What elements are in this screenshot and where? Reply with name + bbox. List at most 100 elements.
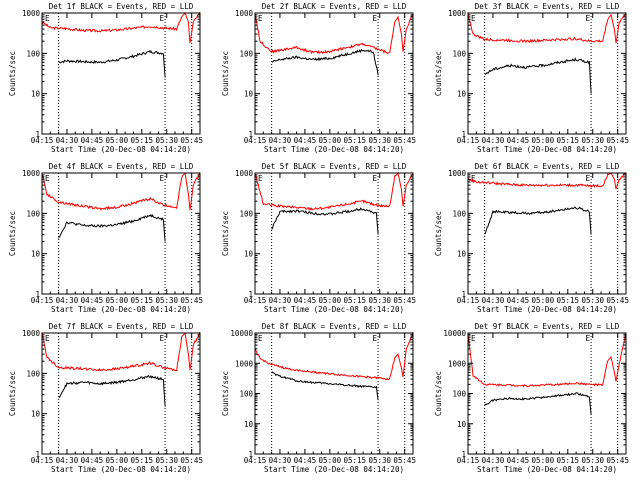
x-tick-label: 04:30 — [482, 456, 505, 465]
series-events-line — [484, 392, 592, 415]
y-tick-label: 1000 — [22, 329, 41, 338]
y-tick-label: 1000 — [22, 9, 41, 18]
marker-label-start: E — [45, 334, 50, 343]
x-tick-label: 05:45 — [606, 136, 629, 145]
marker-label-end: E — [373, 334, 378, 343]
plot-frame — [41, 12, 201, 135]
series-lld-line — [254, 331, 414, 381]
x-tick-label: 05:15 — [557, 136, 580, 145]
x-tick-label: 05:15 — [557, 456, 580, 465]
x-axis-label: Start Time (20-Dec-08 04:14:20) — [477, 305, 617, 314]
x-tick-label: 04:45 — [81, 456, 104, 465]
x-axis-label: Start Time (20-Dec-08 04:14:20) — [51, 465, 191, 474]
x-tick-label: 04:15 — [31, 456, 54, 465]
y-tick-label: 100 — [26, 369, 40, 378]
x-tick-label: 05:45 — [180, 296, 203, 305]
x-tick-label: 04:15 — [244, 296, 267, 305]
y-tick-label: 10 — [244, 250, 254, 259]
y-tick-label: 10 — [244, 90, 254, 99]
x-tick-label: 05:30 — [581, 296, 604, 305]
plot-frame — [41, 332, 201, 455]
y-tick-label: 1000 — [448, 9, 467, 18]
x-tick-label: 05:30 — [368, 456, 391, 465]
y-tick-label: 1000 — [235, 169, 254, 178]
x-tick-label: 05:45 — [180, 136, 203, 145]
x-tick-label: 05:00 — [319, 296, 342, 305]
series-lld-line — [467, 333, 627, 388]
series-events-line — [58, 374, 166, 407]
x-tick-label: 05:30 — [581, 136, 604, 145]
y-tick-label: 1 — [461, 130, 466, 139]
marker-label-end: E — [586, 14, 591, 23]
y-tick-label: 1 — [248, 130, 253, 139]
plot-frame — [254, 332, 414, 455]
panel-title: Det 6f BLACK = Events, RED = LLD — [475, 162, 620, 171]
x-tick-label: 05:15 — [131, 456, 154, 465]
panel-title: Det 5f BLACK = Events, RED = LLD — [262, 162, 407, 171]
panel-det-4: Det 4f BLACK = Events, RED = LLD E E 1 10 100… — [8, 162, 203, 314]
y-axis-label: Counts/sec — [434, 211, 443, 256]
y-tick-label: 1000 — [448, 169, 467, 178]
x-tick-label: 05:00 — [319, 456, 342, 465]
y-tick-label: 100 — [26, 49, 40, 58]
y-tick-label: 10 — [31, 250, 41, 259]
x-tick-label: 04:45 — [507, 456, 530, 465]
y-tick-label: 1 — [461, 450, 466, 459]
series-lld-line — [467, 172, 627, 190]
y-tick-label: 10000 — [443, 329, 466, 338]
x-axis-label: Start Time (20-Dec-08 04:14:20) — [477, 465, 617, 474]
x-tick-label: 05:45 — [180, 456, 203, 465]
panel-det-6: Det 6f BLACK = Events, RED = LLD E E 1 10 100… — [434, 162, 629, 314]
x-tick-label: 04:15 — [457, 296, 480, 305]
y-tick-label: 10 — [457, 90, 467, 99]
panel-det-3: Det 3f BLACK = Events, RED = LLD E E 1 10 100… — [434, 2, 629, 154]
x-tick-label: 05:00 — [319, 136, 342, 145]
x-tick-label: 05:00 — [106, 456, 129, 465]
y-tick-label: 1 — [35, 130, 40, 139]
y-tick-label: 100 — [26, 209, 40, 218]
x-axis-label: Start Time (20-Dec-08 04:14:20) — [264, 465, 404, 474]
x-tick-label: 04:30 — [269, 296, 292, 305]
y-tick-label: 1000 — [448, 359, 467, 368]
plot-frame — [467, 332, 627, 455]
y-tick-label: 1 — [35, 290, 40, 299]
marker-label-end: E — [160, 174, 165, 183]
x-tick-label: 04:15 — [244, 136, 267, 145]
x-tick-label: 05:15 — [344, 456, 367, 465]
x-tick-label: 05:15 — [344, 136, 367, 145]
x-tick-label: 05:45 — [606, 296, 629, 305]
x-tick-label: 04:15 — [31, 136, 54, 145]
x-tick-label: 04:30 — [482, 136, 505, 145]
x-tick-label: 04:30 — [56, 456, 79, 465]
series-events-line — [58, 49, 166, 78]
x-tick-label: 05:15 — [131, 296, 154, 305]
x-tick-label: 04:45 — [81, 296, 104, 305]
marker-label-start: E — [471, 174, 476, 183]
x-tick-label: 04:30 — [269, 456, 292, 465]
marker-label-start: E — [45, 174, 50, 183]
x-tick-label: 05:15 — [557, 296, 580, 305]
series-lld-line — [41, 11, 201, 44]
panel-det-9: Det 9f BLACK = Events, RED = LLD E E 1 10 100… — [434, 322, 629, 474]
y-tick-label: 1 — [248, 290, 253, 299]
series-events-line — [271, 48, 379, 76]
x-tick-label: 05:30 — [155, 136, 178, 145]
marker-label-start: E — [258, 14, 263, 23]
y-tick-label: 10 — [31, 90, 41, 99]
x-tick-label: 05:00 — [532, 136, 555, 145]
series-lld-line — [41, 331, 201, 372]
x-tick-label: 04:30 — [56, 296, 79, 305]
series-events-line — [271, 371, 379, 401]
y-tick-label: 1 — [248, 450, 253, 459]
panel-det-1: Det 1f BLACK = Events, RED = LLD E E 1 10 100… — [8, 2, 203, 154]
y-axis-label: Counts/sec — [8, 51, 17, 96]
x-tick-label: 04:45 — [81, 136, 104, 145]
panel-title: Det 4f BLACK = Events, RED = LLD — [49, 162, 194, 171]
y-axis-label: Counts/sec — [221, 211, 230, 256]
y-tick-label: 10 — [244, 420, 254, 429]
marker-label-end: E — [586, 334, 591, 343]
marker-label-start: E — [258, 174, 263, 183]
x-tick-label: 05:30 — [368, 136, 391, 145]
y-axis-label: Counts/sec — [434, 51, 443, 96]
